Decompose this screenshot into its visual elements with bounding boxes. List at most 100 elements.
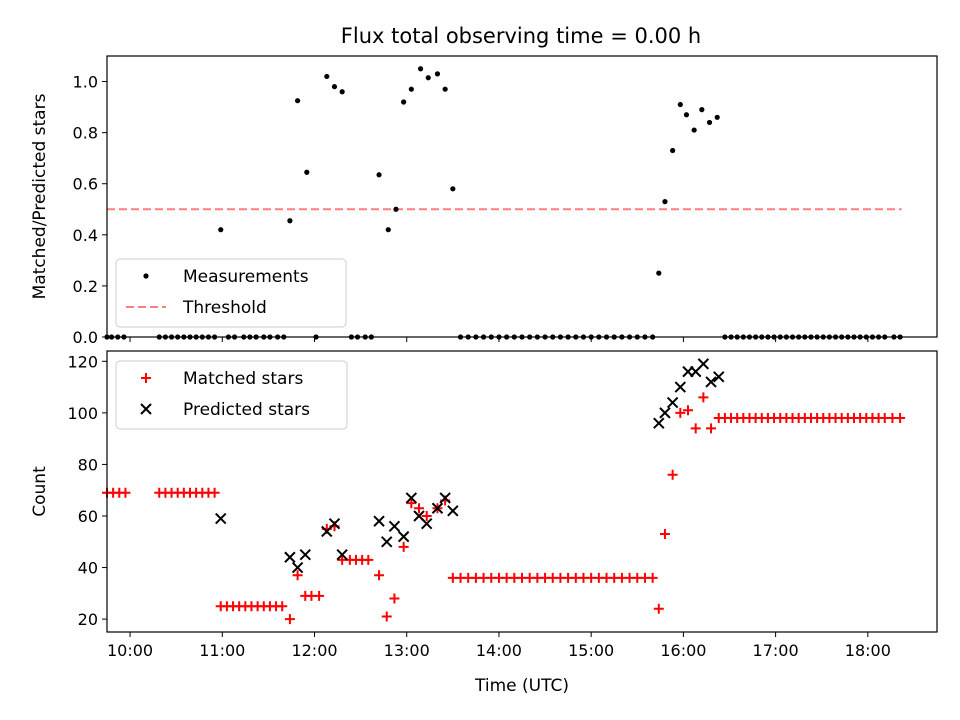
data-point (393, 206, 399, 212)
data-point (421, 510, 432, 521)
data-point (218, 227, 224, 233)
data-point (705, 376, 717, 388)
data-point (713, 371, 725, 383)
x-tick-label: 13:00 (384, 641, 430, 660)
x-tick-label: 15:00 (568, 641, 614, 660)
data-point (895, 413, 906, 424)
data-point (697, 358, 710, 370)
data-point (677, 101, 683, 108)
axes-frame (106, 55, 938, 338)
data-point (690, 423, 701, 434)
y-tick-label: 0.8 (73, 124, 98, 143)
data-point (292, 570, 303, 581)
x-tick-label: 12:00 (291, 641, 337, 660)
data-point (420, 518, 433, 530)
x-tick-label: 10:00 (107, 641, 153, 660)
data-point (388, 520, 401, 533)
data-point (336, 548, 348, 561)
data-point (324, 73, 330, 80)
data-point (439, 492, 451, 504)
y-tick-label: 0.2 (73, 277, 98, 296)
data-point (397, 530, 410, 543)
data-point (405, 492, 418, 504)
data-point (442, 86, 448, 92)
data-point (209, 487, 220, 498)
legend: Measurements Threshold (115, 258, 347, 328)
y-tick-label: 1.0 (73, 73, 98, 92)
data-point (374, 570, 385, 581)
legend-box (115, 258, 347, 328)
data-point (425, 75, 431, 81)
data-point (670, 147, 676, 154)
data-point (698, 392, 709, 403)
chart-title: Flux total observing time = 0.00 h (341, 24, 701, 48)
data-point (328, 518, 341, 530)
data-point (294, 98, 301, 104)
data-point (653, 603, 664, 614)
data-point (284, 614, 295, 625)
y-tick-label: 40 (78, 559, 98, 578)
y-tick-label: 0.6 (73, 175, 98, 194)
legend-box (115, 360, 348, 430)
data-point (373, 515, 385, 527)
data-point (417, 66, 424, 72)
data-point (431, 502, 444, 514)
data-point (304, 169, 310, 175)
y-tick-label: 100 (67, 404, 98, 423)
series-predicted-stars (215, 358, 725, 574)
data-point (381, 611, 392, 622)
bottom-chart-star-counts: 20 40 60 80 100 120 10:00 11:00 12:00 13:00 14:00 1… (30, 350, 938, 696)
legend-marker-measurements (143, 273, 149, 279)
legend-label: Predicted stars (183, 400, 310, 420)
y-axis-label: Count (30, 466, 50, 517)
y-tick-label: 80 (78, 455, 98, 474)
data-point (434, 71, 441, 77)
data-point (398, 541, 409, 552)
data-point (284, 551, 296, 563)
data-point (656, 270, 662, 276)
y-tick-label: 0.0 (73, 328, 98, 347)
x-tick-label: 17:00 (753, 641, 799, 660)
y-tick-label: 120 (67, 352, 98, 371)
x-axis-label: Time (UTC) (474, 676, 569, 696)
data-point (406, 498, 417, 509)
data-point (314, 590, 325, 601)
data-point (683, 405, 693, 416)
data-point (683, 112, 690, 118)
data-point (666, 396, 679, 409)
axes-frame (106, 350, 938, 633)
x-tick-label: 18:00 (845, 641, 891, 660)
legend-marker-predicted (140, 403, 152, 415)
data-point (714, 114, 720, 120)
data-point (215, 512, 227, 525)
y-tick-label: 0.4 (73, 226, 98, 245)
data-point (674, 381, 687, 393)
data-point (450, 186, 456, 192)
data-point (385, 227, 391, 233)
data-point (675, 407, 686, 418)
y-tick-label: 20 (78, 610, 98, 629)
data-point (647, 572, 658, 583)
data-point (401, 99, 407, 105)
data-point (706, 423, 717, 434)
top-chart-matched-ratio: 0.0 0.2 0.4 0.6 0.8 1.0 Matched/Predicted star… (30, 55, 938, 347)
data-point (331, 84, 338, 90)
data-point (408, 86, 414, 92)
x-tick-label: 11:00 (199, 641, 245, 660)
x-tick-label: 16:00 (660, 641, 706, 660)
legend-label: Matched stars (183, 369, 303, 389)
data-point (291, 561, 304, 574)
data-point (381, 536, 393, 548)
data-point (287, 218, 293, 224)
data-point (659, 529, 670, 540)
data-point (376, 172, 382, 178)
data-point (447, 505, 459, 517)
data-point (706, 119, 713, 126)
data-point (653, 417, 665, 429)
x-tick-label: 14:00 (476, 641, 522, 660)
data-point (659, 407, 671, 419)
data-point (667, 469, 678, 480)
data-point (363, 554, 374, 565)
y-tick-label: 60 (78, 507, 98, 526)
